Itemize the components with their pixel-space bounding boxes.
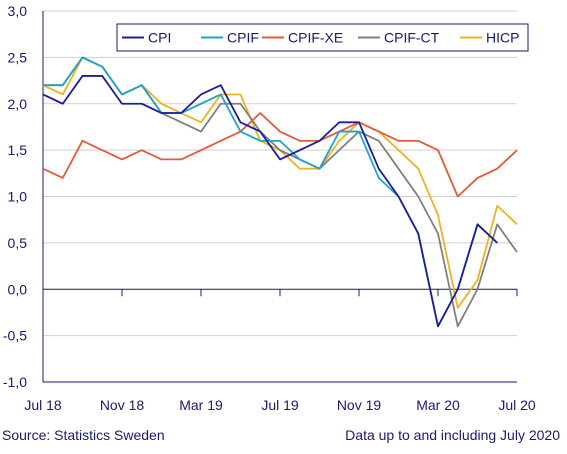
y-tick-label: 0,0 — [8, 281, 28, 297]
series-line-cpif-ct — [43, 56, 518, 328]
x-tick-label: Jul 20 — [498, 397, 536, 413]
legend-label-hicp: HICP — [486, 30, 519, 46]
y-tick-label: 3,0 — [8, 3, 28, 19]
series-line-cpif-xe — [42, 112, 518, 198]
legend-label-cpif-xe: CPIF-XE — [288, 30, 343, 46]
x-tick-label: Jul 18 — [24, 397, 62, 413]
legend-box — [116, 23, 529, 52]
legend-label-cpi: CPI — [148, 30, 171, 46]
x-tick-label: Nov 19 — [337, 397, 382, 413]
x-tick-label: Jul 19 — [261, 397, 299, 413]
y-tick-label: 2,5 — [8, 49, 28, 65]
x-tick-label: Mar 20 — [416, 397, 460, 413]
legend-label-cpif-ct: CPIF-CT — [384, 30, 440, 46]
y-tick-label: 2,0 — [8, 96, 28, 112]
y-tick-label: 1,5 — [8, 142, 28, 158]
series-lines — [42, 56, 518, 328]
axes: -1,0 -0,5 0,0 0,5 1,0 1,5 2,0 2,5 3,0 Jul 18 Nov 1… — [3, 3, 536, 413]
x-tick-label: Mar 19 — [179, 397, 223, 413]
y-tick-label: -0,5 — [3, 328, 27, 344]
x-tick-label: Nov 18 — [100, 397, 145, 413]
y-tick-label: 0,5 — [8, 235, 28, 251]
y-tick-label: 1,0 — [8, 189, 28, 205]
data-coverage-note: Data up to and including July 2020 — [345, 427, 560, 443]
legend: CPI CPIF CPIF-XE CPIF-CT HICP — [116, 23, 529, 52]
y-tick-label: -1,0 — [3, 374, 27, 390]
source-note: Source: Statistics Sweden — [2, 427, 165, 443]
legend-label-cpif: CPIF — [227, 30, 259, 46]
gridlines — [43, 10, 517, 383]
series-line-cpi — [42, 75, 498, 328]
